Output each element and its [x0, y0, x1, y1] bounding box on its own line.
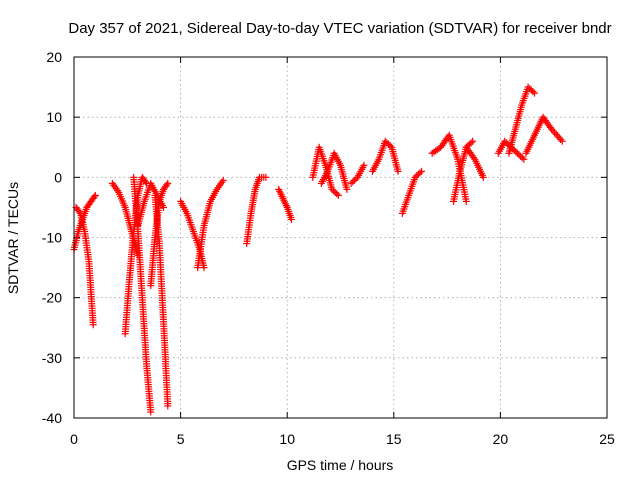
data-point — [479, 173, 487, 181]
data-point — [527, 86, 535, 94]
data-point — [520, 155, 528, 163]
data-point — [164, 179, 172, 187]
data-point — [411, 173, 419, 181]
data-point — [343, 185, 351, 193]
data-point — [526, 85, 534, 93]
data-point — [347, 179, 355, 187]
data-point — [551, 129, 559, 137]
data-point — [549, 127, 557, 135]
data-point — [330, 187, 338, 195]
data-point — [331, 188, 339, 196]
data-point — [529, 88, 537, 96]
data-point — [141, 178, 149, 186]
x-tick-label: 20 — [493, 431, 509, 447]
x-tick-label: 15 — [386, 431, 402, 447]
data-point — [518, 154, 526, 162]
data-point — [548, 125, 556, 133]
data-point — [383, 139, 391, 147]
data-point — [352, 175, 360, 183]
data-point — [163, 181, 171, 189]
x-tick-label: 10 — [279, 431, 295, 447]
data-point — [531, 89, 539, 97]
data-point — [554, 132, 562, 140]
data-points — [70, 83, 566, 416]
data-point — [469, 137, 477, 145]
y-tick-label: 10 — [46, 109, 62, 125]
data-point — [418, 167, 426, 175]
data-point — [555, 134, 563, 142]
data-point — [515, 151, 523, 159]
data-point — [147, 408, 155, 416]
data-point — [501, 137, 509, 145]
y-tick-label: 20 — [46, 49, 62, 65]
y-tick-label: -40 — [42, 410, 62, 426]
data-point — [558, 137, 566, 145]
data-point — [394, 167, 402, 175]
data-point — [219, 176, 227, 184]
x-tick-label: 5 — [177, 431, 185, 447]
data-point — [381, 137, 389, 145]
data-point — [75, 208, 83, 216]
data-point — [200, 264, 208, 272]
y-tick-label: -30 — [42, 350, 62, 366]
data-point — [467, 139, 475, 147]
data-point — [386, 142, 394, 150]
chart-title: Day 357 of 2021, Sidereal Day-to-day VTE… — [68, 20, 611, 37]
data-point — [470, 154, 478, 162]
y-tick-label: -20 — [42, 290, 62, 306]
y-tick-label: 0 — [54, 169, 62, 185]
x-axis-label: GPS time / hours — [287, 457, 394, 473]
data-point — [90, 193, 98, 201]
data-point — [414, 170, 422, 178]
data-point — [557, 136, 565, 144]
data-point — [416, 169, 424, 177]
data-point — [360, 161, 368, 169]
data-point — [384, 140, 392, 148]
data-point — [517, 152, 525, 160]
data-point — [164, 402, 172, 410]
data-point — [333, 190, 341, 198]
plot-frame — [73, 56, 608, 419]
data-point — [287, 215, 295, 223]
data-point — [349, 178, 357, 186]
x-tick-label: 0 — [70, 431, 78, 447]
data-point — [552, 130, 560, 138]
data-point — [160, 203, 168, 211]
data-point — [328, 185, 336, 193]
data-point — [413, 172, 421, 180]
data-point — [513, 149, 521, 157]
data-point — [262, 173, 270, 181]
y-tick-label: -10 — [42, 230, 62, 246]
data-point — [89, 321, 97, 329]
x-tick-label: 25 — [599, 431, 615, 447]
data-point — [510, 146, 518, 154]
data-point — [334, 191, 342, 199]
data-point — [91, 191, 99, 199]
axis-ticks: 0 5 10 15 20 25 20 10 0 -10 -20 -30 -40 — [42, 49, 615, 447]
data-point — [524, 83, 532, 91]
y-axis-label: SDTVAR / TECUs — [5, 182, 21, 294]
data-point — [512, 148, 520, 156]
data-point — [462, 197, 470, 205]
data-point — [465, 140, 473, 148]
grid — [74, 57, 607, 418]
data-point — [350, 176, 358, 184]
